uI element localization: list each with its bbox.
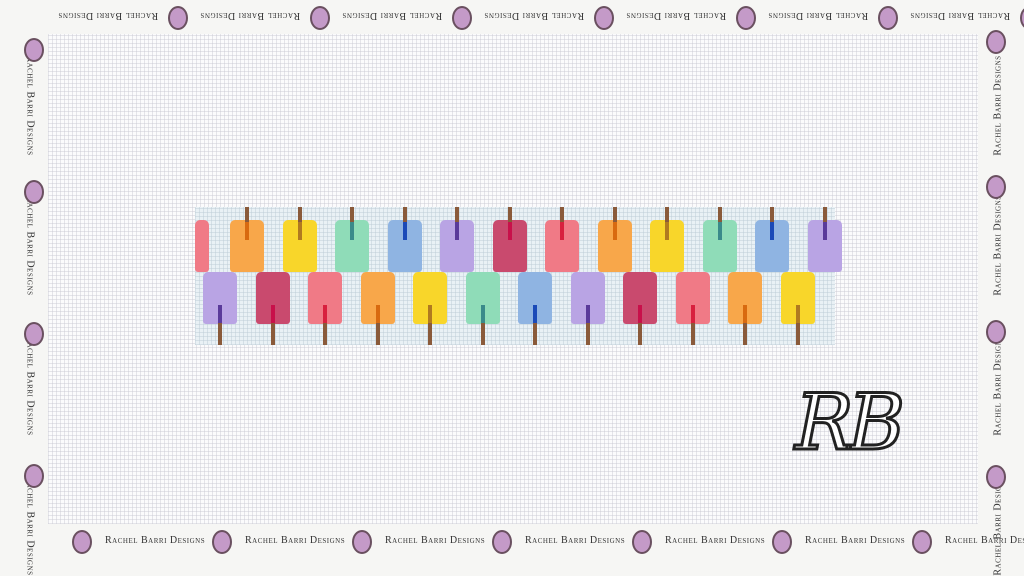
popsicle-drip xyxy=(822,222,827,240)
popsicle-stick xyxy=(585,323,590,345)
popsicle-drip xyxy=(795,305,800,323)
popsicle-drip xyxy=(218,305,222,323)
popsicle-stick xyxy=(770,207,774,223)
brand-logo-icon xyxy=(986,320,1006,344)
popsicle-drip xyxy=(612,222,617,240)
brand-logo-icon xyxy=(492,530,512,554)
brand-label: Rachel Barri Designs xyxy=(992,195,1004,296)
popsicle-drip xyxy=(323,305,327,323)
popsicle-stick xyxy=(270,323,275,345)
popsicle-drip xyxy=(585,305,590,323)
brand-logo-icon xyxy=(878,6,898,30)
popsicle-drip xyxy=(533,305,537,323)
popsicle-stick xyxy=(428,323,432,345)
brand-label: Rachel Barri Designs xyxy=(626,10,727,21)
brand-label: Rachel Barri Designs xyxy=(105,535,206,546)
popsicle-drip xyxy=(560,222,564,240)
brand-logo-icon xyxy=(912,530,932,554)
brand-logo-icon xyxy=(452,6,472,30)
brand-logo-icon xyxy=(772,530,792,554)
brand-label: Rachel Barri Designs xyxy=(665,535,766,546)
brand-label: Rachel Barri Designs xyxy=(58,10,159,21)
brand-label: Rachel Barri Designs xyxy=(992,335,1004,436)
brand-label: Rachel Barri Designs xyxy=(525,535,626,546)
popsicle-stick xyxy=(402,207,407,223)
brand-logo-icon xyxy=(310,6,330,30)
brand-label: Rachel Barri Designs xyxy=(992,475,1004,576)
brand-label: Rachel Barri Designs xyxy=(24,55,36,156)
brand-logo-icon xyxy=(594,6,614,30)
popsicle-stick xyxy=(717,207,722,223)
popsicle-stick xyxy=(795,323,800,345)
brand-label: Rachel Barri Designs xyxy=(24,475,36,576)
brand-logo-icon xyxy=(24,322,44,346)
brand-label: Rachel Barri Designs xyxy=(805,535,906,546)
popsicle-drip xyxy=(770,222,774,240)
popsicle-drip xyxy=(428,305,432,323)
popsicle-stick xyxy=(560,207,564,223)
brand-logo-icon xyxy=(632,530,652,554)
popsicle-stick xyxy=(665,207,669,223)
popsicle-drip xyxy=(350,222,354,240)
popsicle-stick xyxy=(612,207,617,223)
brand-label: Rachel Barri Designs xyxy=(245,535,346,546)
popsicle-drip xyxy=(717,222,722,240)
popsicle xyxy=(195,220,209,272)
brand-logo-icon xyxy=(986,465,1006,489)
brand-logo-icon xyxy=(352,530,372,554)
popsicle-stick xyxy=(375,323,380,345)
brand-logo-icon xyxy=(212,530,232,554)
brand-label: Rachel Barri Designs xyxy=(910,10,1011,21)
popsicle-drip xyxy=(690,305,695,323)
brand-label: Rachel Barri Designs xyxy=(200,10,301,21)
popsicle-drip xyxy=(455,222,459,240)
popsicle-drip xyxy=(245,222,249,240)
brand-label: Rachel Barri Designs xyxy=(385,535,486,546)
popsicle-stick xyxy=(822,207,827,223)
popsicle-stick xyxy=(297,207,302,223)
brand-label: Rachel Barri Designs xyxy=(484,10,585,21)
brand-logo-icon xyxy=(986,175,1006,199)
popsicle-drip xyxy=(480,305,485,323)
popsicle-stick xyxy=(350,207,354,223)
brand-logo-icon xyxy=(24,38,44,62)
popsicle-drip xyxy=(665,222,669,240)
brand-label: Rachel Barri Designs xyxy=(768,10,869,21)
popsicle-drip xyxy=(638,305,642,323)
brand-label: Rachel Barri Designs xyxy=(342,10,443,21)
popsicle-drip xyxy=(375,305,380,323)
monogram: RB xyxy=(793,377,906,470)
popsicle-stick xyxy=(245,207,249,223)
popsicle-drip xyxy=(507,222,512,240)
brand-label: Rachel Barri Designs xyxy=(992,55,1004,156)
popsicle-stick xyxy=(455,207,459,223)
popsicle-stick xyxy=(507,207,512,223)
brand-logo-icon xyxy=(168,6,188,30)
popsicle-stick xyxy=(480,323,485,345)
popsicle-stick xyxy=(533,323,537,345)
brand-logo-icon xyxy=(986,30,1006,54)
brand-label: Rachel Barri Designs xyxy=(24,335,36,436)
popsicle-drip xyxy=(402,222,407,240)
brand-logo-icon xyxy=(72,530,92,554)
popsicle-stick xyxy=(743,323,747,345)
brand-logo-icon xyxy=(24,464,44,488)
popsicle-stick xyxy=(638,323,642,345)
popsicle-stick xyxy=(690,323,695,345)
popsicle-drip xyxy=(743,305,747,323)
popsicle-drip xyxy=(270,305,275,323)
brand-label: Rachel Barri Designs xyxy=(945,535,1024,546)
brand-logo-icon xyxy=(736,6,756,30)
brand-logo-icon xyxy=(24,180,44,204)
popsicle-stick xyxy=(218,323,222,345)
brand-logo-icon xyxy=(1020,6,1024,30)
brand-label: Rachel Barri Designs xyxy=(24,195,36,296)
popsicle-drip xyxy=(297,222,302,240)
popsicle-stick xyxy=(323,323,327,345)
